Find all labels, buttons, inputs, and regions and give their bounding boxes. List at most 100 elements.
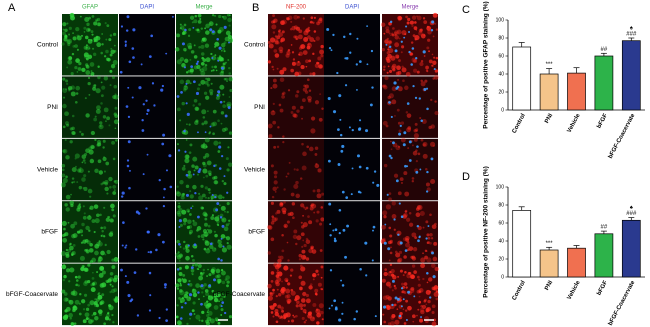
y-tick-label: 80 (498, 35, 504, 41)
stain-speck (293, 113, 298, 118)
stain-speck (83, 45, 88, 50)
stain-speck (391, 99, 397, 105)
stain-speck (307, 311, 312, 316)
stain-speck (61, 173, 66, 178)
nucleus (344, 84, 348, 87)
stain-speck (280, 20, 285, 26)
stain-speck (80, 266, 85, 272)
stain-speck (189, 190, 192, 193)
stain-speck (112, 184, 117, 189)
stain-speck (405, 111, 409, 114)
stain-speck (276, 145, 280, 149)
nucleus (403, 36, 406, 39)
stain-speck (100, 182, 104, 186)
stain-speck (96, 105, 101, 110)
nucleus (211, 57, 214, 59)
stain-speck (422, 17, 426, 20)
stain-speck (300, 105, 304, 110)
stain-speck (294, 94, 299, 98)
stain-speck (279, 255, 284, 260)
micrograph (62, 138, 118, 201)
stain-speck (217, 194, 223, 200)
stain-speck (201, 319, 204, 323)
stain-speck (316, 210, 320, 214)
nucleus (344, 255, 347, 259)
stain-speck (200, 27, 203, 30)
stain-speck (312, 189, 316, 193)
stain-speck (179, 245, 182, 248)
stain-speck (305, 206, 309, 210)
stain-speck (217, 215, 220, 218)
stain-speck (383, 215, 387, 219)
stain-speck (67, 42, 71, 47)
stain-speck (425, 65, 429, 70)
stain-speck (108, 38, 112, 42)
stain-speck (285, 17, 290, 21)
column-header: DAPI (345, 5, 359, 11)
stain-speck (69, 12, 75, 18)
nucleus (412, 85, 415, 88)
nucleus (344, 57, 347, 60)
nucleus (408, 30, 410, 33)
stain-speck (198, 102, 202, 106)
stain-speck (84, 97, 87, 100)
stain-speck (210, 69, 213, 72)
stain-speck (317, 282, 322, 287)
stain-speck (267, 123, 273, 129)
stain-speck (283, 265, 289, 271)
stain-speck (217, 321, 221, 325)
y-tick-label: 40 (498, 71, 504, 77)
stain-speck (205, 196, 207, 199)
stain-speck (298, 53, 301, 56)
nucleus (345, 56, 349, 60)
stain-speck (81, 161, 84, 164)
stain-speck (65, 194, 71, 200)
stain-speck (267, 295, 273, 301)
stain-speck (94, 243, 100, 249)
stain-speck (82, 239, 87, 244)
stain-speck (297, 15, 300, 19)
nucleus (394, 296, 398, 300)
nucleus (351, 167, 354, 170)
stain-speck (78, 312, 82, 316)
nucleus (396, 85, 400, 89)
nucleus (128, 186, 131, 190)
nucleus (124, 275, 127, 278)
nucleus (397, 297, 400, 301)
stain-speck (414, 38, 417, 41)
stain-speck (401, 67, 407, 73)
nucleus (126, 159, 130, 162)
stain-speck (391, 32, 394, 36)
stain-speck (207, 268, 209, 271)
stain-speck (426, 241, 429, 244)
stain-speck (391, 33, 395, 37)
nucleus (142, 173, 145, 176)
stain-speck (113, 94, 119, 100)
stain-speck (228, 72, 232, 75)
bar (567, 247, 586, 278)
stain-speck (389, 270, 392, 274)
stain-speck (176, 239, 180, 244)
stain-speck (420, 138, 424, 142)
stain-speck (115, 139, 118, 142)
nucleus (216, 37, 219, 41)
stain-speck (224, 210, 226, 213)
stain-speck (267, 251, 272, 255)
stain-speck (183, 293, 189, 299)
stain-speck (97, 159, 102, 164)
stain-speck (434, 69, 439, 73)
stain-speck (68, 299, 74, 305)
nucleus (176, 95, 180, 98)
nucleus (178, 219, 182, 223)
stain-speck (272, 19, 276, 23)
stain-speck (228, 66, 231, 70)
stain-speck (184, 154, 190, 160)
x-tick-label: PNI (544, 113, 554, 125)
stain-speck (406, 127, 412, 133)
stain-speck (101, 293, 105, 297)
stain-speck (113, 180, 116, 183)
stain-speck (387, 65, 390, 68)
nucleus (121, 191, 125, 195)
stain-speck (207, 295, 214, 301)
significance: ## (601, 47, 608, 53)
